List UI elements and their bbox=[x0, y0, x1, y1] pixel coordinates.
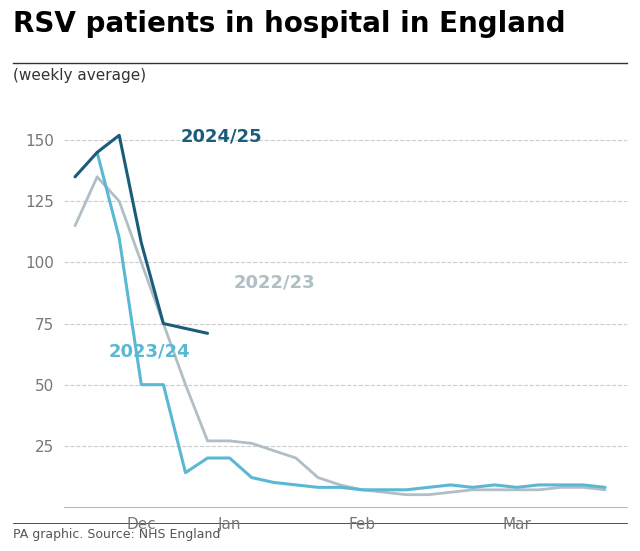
Text: 2023/24: 2023/24 bbox=[108, 342, 190, 360]
Text: 2022/23: 2022/23 bbox=[234, 274, 316, 292]
Text: RSV patients in hospital in England: RSV patients in hospital in England bbox=[13, 10, 565, 38]
Text: 2024/25: 2024/25 bbox=[181, 127, 262, 145]
Text: PA graphic. Source: NHS England: PA graphic. Source: NHS England bbox=[13, 528, 220, 541]
Text: (weekly average): (weekly average) bbox=[13, 68, 146, 83]
